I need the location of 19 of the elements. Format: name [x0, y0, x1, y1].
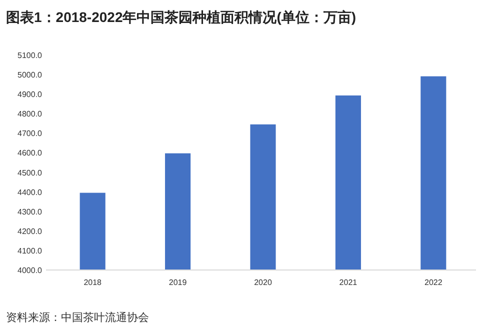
y-tick-label: 5000.0 [18, 70, 43, 80]
x-tick-label: 2020 [254, 278, 272, 287]
y-tick-label: 4600.0 [18, 148, 43, 158]
chart-title: 图表1：2018-2022年中国茶园种植面积情况(单位：万亩) [6, 9, 356, 25]
x-tick-label: 2022 [424, 278, 443, 287]
y-tick-label: 4500.0 [18, 168, 43, 178]
x-tick-label: 2019 [168, 278, 188, 287]
x-tick-label: 2021 [339, 278, 358, 287]
y-tick-label: 4700.0 [18, 129, 43, 138]
y-tick-label: 4100.0 [18, 246, 43, 256]
x-tick-label: 2018 [84, 278, 102, 287]
y-tick-label: 4200.0 [18, 226, 43, 236]
y-tick-label: 4400.0 [18, 188, 43, 197]
text: 资料来源：中国茶叶流通协会 [6, 311, 149, 324]
y-tick-label: 4300.0 [18, 207, 43, 216]
y-tick-label: 5100.0 [18, 51, 43, 60]
y-tick-label: 4800.0 [18, 110, 43, 119]
y-tick-label: 4900.0 [18, 90, 43, 100]
y-tick-label: 4000.0 [18, 266, 43, 275]
